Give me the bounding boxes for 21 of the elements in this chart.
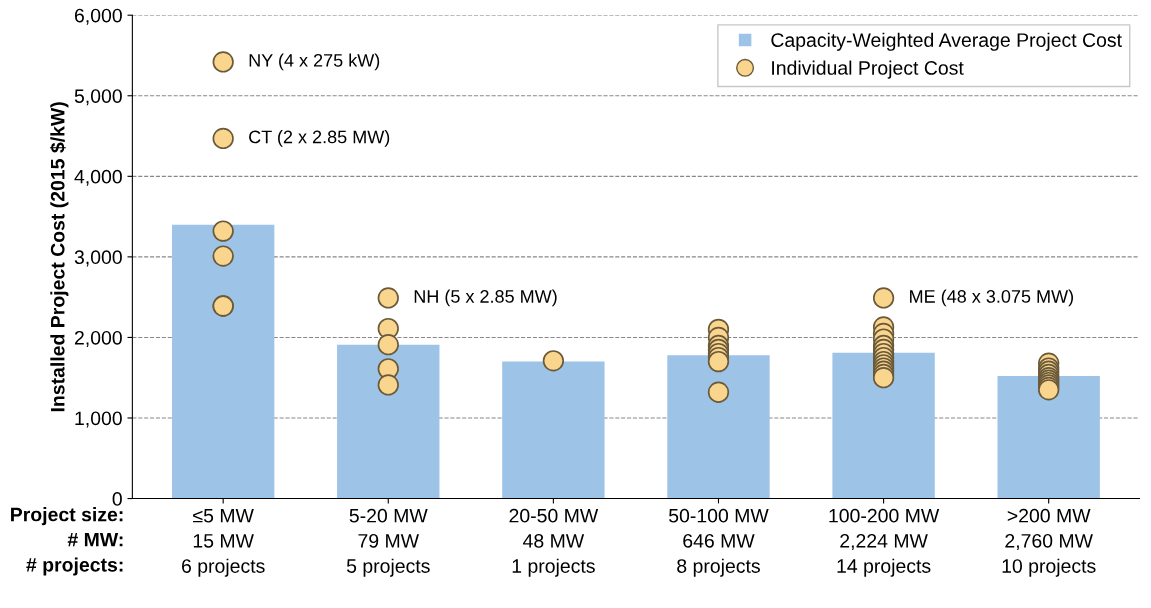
text: Project size: # MW: # projects:: [11, 507, 123, 576]
y-axis-title: Installed Project Cost (2015 $/kW): [49, 102, 69, 412]
x-tick-label: ≤5 MW 15 MW 6 projects: [182, 509, 265, 577]
legend-label: Capacity-Weighted Average Project Cost: [771, 32, 1122, 51]
annotation: ME (48 x 3.075 MW): [910, 289, 1074, 307]
x-tick-label: 100-200 MW 2,224 MW 14 projects: [829, 508, 940, 577]
y-tick-label: 2,000: [74, 330, 122, 347]
x-tick-label: 5-20 MW 79 MW 5 projects: [346, 508, 430, 577]
y-tick-label: 5,000: [74, 89, 122, 106]
annotation: NH (5 x 2.85 MW): [414, 289, 557, 307]
y-tick-label: 6,000: [74, 8, 122, 25]
annotation: CT (2 x 2.85 MW): [249, 130, 390, 147]
x-tick-label: 20-50 MW 48 MW 1 projects: [509, 508, 599, 577]
legend-label: Individual Project Cost: [772, 60, 964, 79]
y-tick-label: 1,000: [75, 411, 122, 428]
y-tick-label: 0: [112, 492, 122, 506]
x-tick-label: >200 MW 2,760 MW 10 projects: [1002, 508, 1096, 577]
y-tick-label: 4,000: [74, 169, 122, 186]
x-tick-label: 50-100 MW 646 MW 8 projects: [669, 508, 769, 577]
annotation: NY (4 x 275 kW): [249, 53, 380, 71]
y-tick-label: 3,000: [74, 250, 122, 267]
